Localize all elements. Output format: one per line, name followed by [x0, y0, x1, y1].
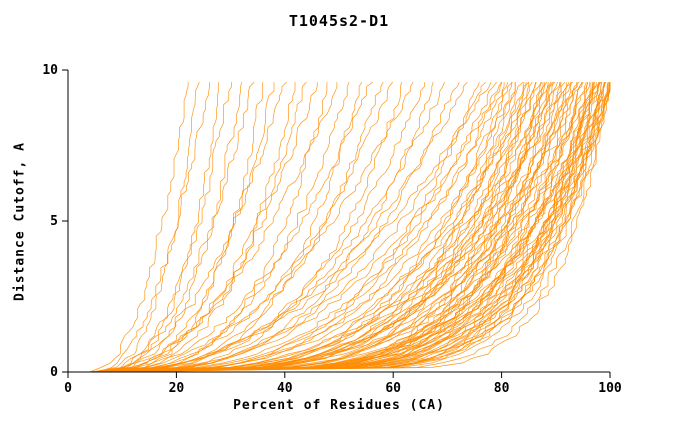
model-curve [92, 81, 287, 373]
model-curve [95, 81, 596, 373]
model-curve [92, 81, 513, 373]
model-curve [89, 82, 593, 373]
x-tick-label: 0 [64, 381, 72, 396]
y-tick-label: 10 [42, 63, 58, 78]
x-tick-label: 40 [277, 381, 293, 396]
model-curve [94, 81, 530, 373]
model-curve [95, 82, 328, 373]
model-curve [97, 81, 394, 373]
model-curve [89, 82, 318, 373]
model-curve [95, 81, 556, 373]
model-curve [95, 81, 255, 373]
model-curve [92, 82, 600, 373]
model-curve [95, 82, 529, 373]
model-curve [92, 82, 425, 373]
model-curve [95, 82, 505, 373]
model-curve [92, 82, 527, 373]
model-curve [95, 81, 434, 373]
model-curve [96, 82, 611, 373]
model-curve [89, 81, 606, 373]
y-axis-label: Distance Cutoff, A [12, 142, 28, 301]
model-curve [97, 82, 210, 373]
model-curve [92, 81, 200, 373]
model-curve [93, 82, 525, 373]
model-curve [95, 81, 414, 373]
model-curve [94, 81, 497, 373]
x-tick-label: 20 [169, 381, 185, 396]
model-curve [94, 82, 509, 373]
y-tick-label: 0 [50, 365, 58, 380]
model-curve [89, 81, 552, 373]
model-curve [90, 81, 543, 373]
model-curve [98, 81, 565, 373]
model-curve [96, 82, 592, 373]
model-curve [89, 82, 264, 373]
x-tick-label: 80 [494, 381, 510, 396]
model-curve [92, 82, 595, 373]
model-curve [94, 82, 338, 373]
model-curve [95, 82, 516, 373]
x-tick-label: 60 [385, 381, 401, 396]
model-curve [95, 81, 374, 373]
y-tick-label: 5 [50, 214, 58, 229]
chart-title: T1045s2-D1 [288, 12, 390, 30]
model-curve [92, 82, 600, 373]
model-curve [95, 82, 605, 373]
model-curve [98, 82, 610, 373]
model-curve [89, 81, 503, 373]
model-curve [95, 81, 554, 373]
model-curve [92, 81, 542, 373]
model-curve [95, 82, 572, 373]
model-curve [95, 81, 460, 373]
model-curve [95, 82, 296, 373]
model-curve [94, 82, 568, 373]
model-curve [92, 81, 607, 373]
model-curve [91, 81, 307, 373]
model-curve [91, 82, 219, 373]
model-curve [95, 82, 562, 373]
model-curve [89, 81, 570, 373]
model-curve [89, 82, 512, 373]
model-curve [91, 82, 572, 373]
x-axis-label: Percent of Residues (CA) [233, 398, 445, 413]
model-curve [89, 81, 486, 373]
x-tick-label: 100 [598, 381, 622, 396]
model-curve [97, 82, 583, 373]
model-curve [91, 81, 403, 373]
model-curve [95, 81, 573, 373]
model-curve [95, 82, 578, 373]
model-curve [93, 81, 445, 373]
model-curve [95, 81, 533, 373]
model-curve [92, 81, 583, 373]
model-curve [98, 82, 232, 373]
model-curve [92, 82, 243, 373]
model-curve [89, 82, 611, 373]
model-curve [89, 82, 561, 373]
model-curve [89, 82, 189, 373]
model-curve [95, 81, 502, 373]
model-curve [98, 81, 350, 373]
model-curve [95, 82, 597, 373]
model-curve [95, 82, 590, 373]
model-curve [95, 81, 492, 373]
model-curve [97, 82, 609, 373]
model-curve [92, 82, 545, 373]
model-curve [94, 82, 602, 373]
model-curve [92, 82, 544, 373]
model-curve [92, 81, 601, 373]
model-curve [95, 82, 589, 373]
model-curve [89, 82, 603, 373]
model-curve [95, 82, 611, 373]
model-curve [89, 81, 601, 373]
model-curve [91, 82, 516, 373]
model-curve [94, 81, 384, 373]
model-curve [89, 81, 363, 373]
model-curve [93, 81, 468, 373]
model-curve [92, 82, 611, 373]
model-curve [95, 82, 275, 373]
